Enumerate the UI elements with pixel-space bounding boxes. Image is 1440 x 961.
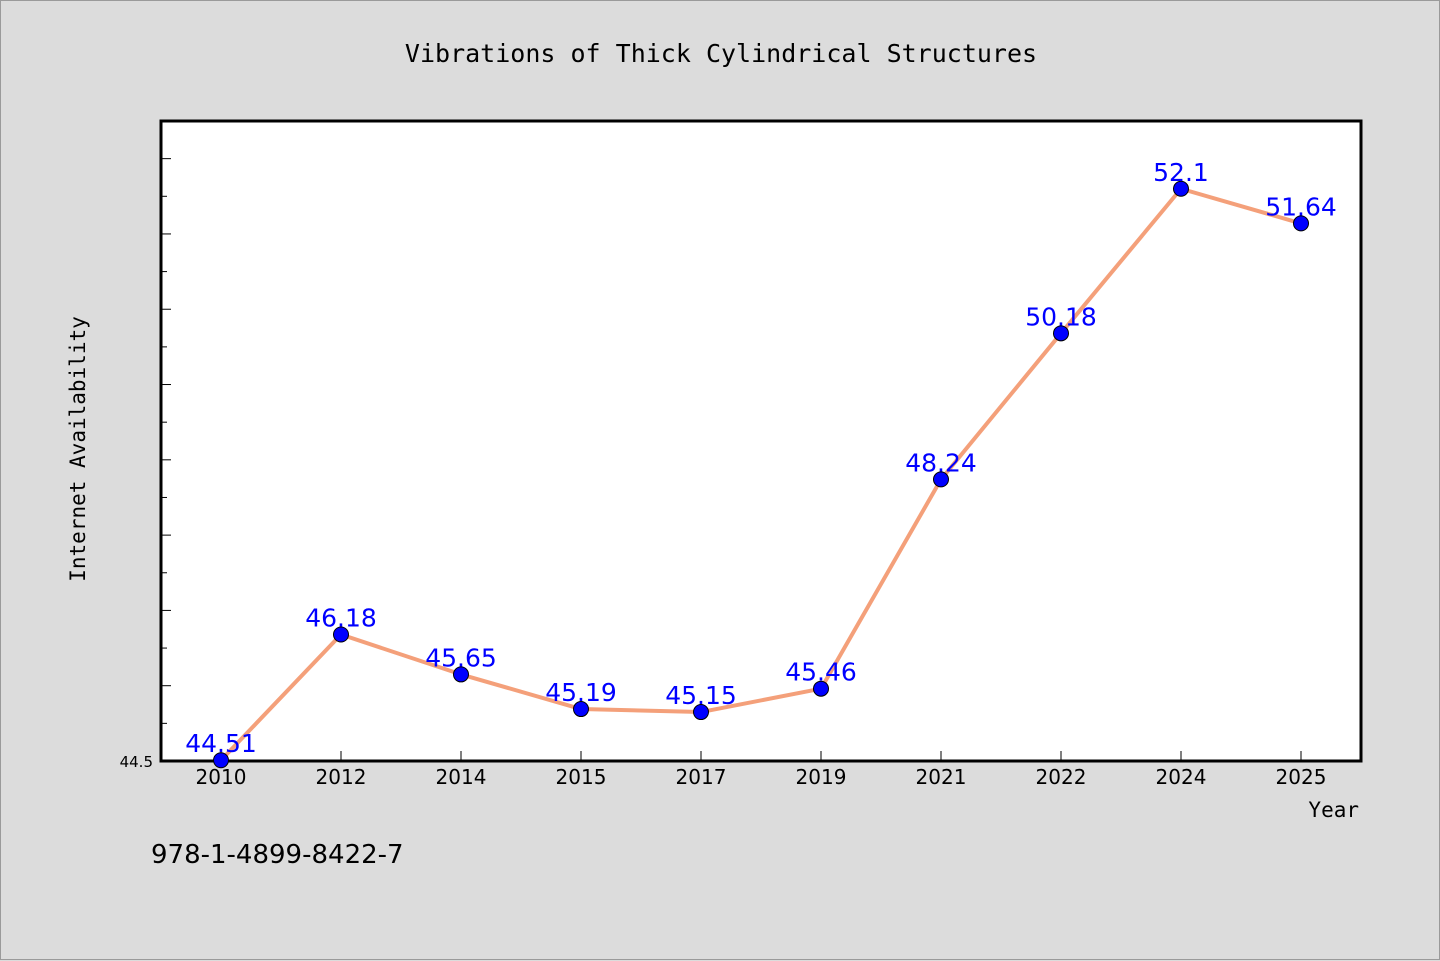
series-markers <box>213 180 1309 769</box>
series-line <box>219 186 1302 762</box>
data-point <box>573 701 589 718</box>
y-tick-label: 44.5 <box>120 753 153 771</box>
data-point <box>333 626 349 643</box>
data-label: 46.18 <box>305 604 377 633</box>
data-label: 51.64 <box>1265 192 1337 221</box>
x-axis-title: Year <box>1308 798 1359 822</box>
x-tick-label: 2021 <box>916 765 967 789</box>
chart-title: Vibrations of Thick Cylindrical Structur… <box>405 39 1037 68</box>
data-point <box>213 752 229 769</box>
data-label: 48.24 <box>905 448 977 477</box>
x-tick-label: 2025 <box>1276 765 1327 789</box>
data-point <box>813 680 829 697</box>
data-label: 45.19 <box>545 678 617 707</box>
x-axis-ticks: 2010 2012 2014 2015 2017 2019 2021 2022 2024 2025 <box>196 751 1327 789</box>
data-label: 52.1 <box>1153 158 1209 187</box>
data-label: 45.46 <box>785 658 857 687</box>
plot-area <box>159 119 1363 763</box>
x-tick-label: 2017 <box>676 765 727 789</box>
x-tick-label: 2024 <box>1156 765 1207 789</box>
x-tick-label: 2012 <box>316 765 367 789</box>
x-tick-label: 2019 <box>796 765 847 789</box>
data-point <box>933 471 949 488</box>
data-label: 45.65 <box>425 643 497 672</box>
data-label: 45.15 <box>665 681 737 710</box>
x-tick-label: 2015 <box>556 765 607 789</box>
series-data-labels: 44.51 46.18 45.65 45.19 45.15 45.46 48.24 50.18… <box>185 158 1337 758</box>
data-point <box>1293 215 1309 232</box>
x-tick-label: 2022 <box>1036 765 1087 789</box>
x-tick-label: 2014 <box>436 765 487 789</box>
footer-isbn: 978-1-4899-8422-7 <box>151 840 404 870</box>
y-axis-title: Internet Availability <box>66 316 90 582</box>
data-point <box>453 666 469 683</box>
data-label: 50.18 <box>1025 302 1097 331</box>
data-point <box>693 704 709 721</box>
data-label: 44.51 <box>185 729 257 758</box>
data-point <box>1053 325 1069 342</box>
x-tick-label: 2010 <box>196 765 247 789</box>
series-line-group <box>219 186 1302 762</box>
data-point <box>1173 180 1189 197</box>
y-axis-ticks <box>161 120 171 762</box>
